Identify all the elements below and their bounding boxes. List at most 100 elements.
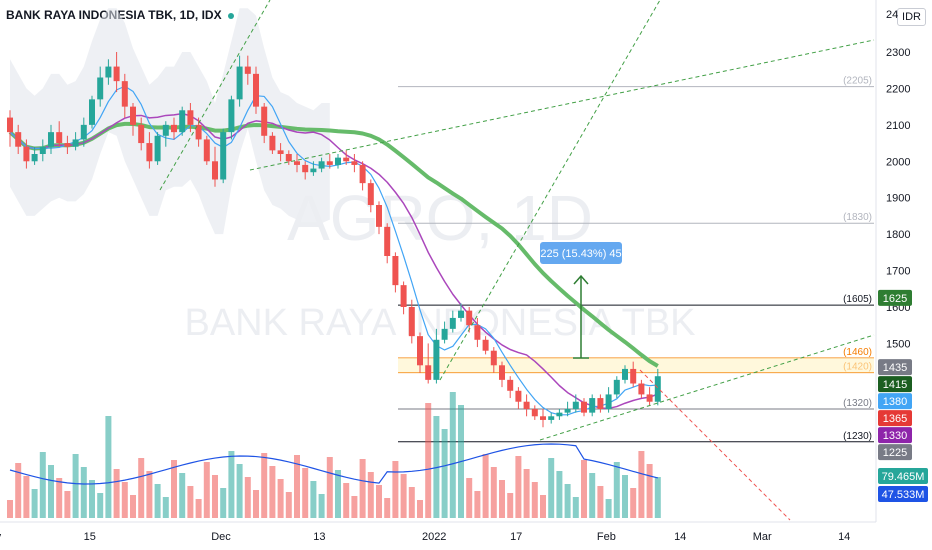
price-tick-label: 1700 [886, 266, 910, 278]
candle-body [97, 77, 104, 100]
candle-body [417, 336, 423, 366]
volume-bar [97, 493, 104, 518]
currency-badge[interactable]: IDR [897, 8, 926, 26]
candle-body [433, 339, 440, 380]
volume-bar [187, 486, 194, 518]
ma-long-line [8, 121, 659, 368]
candle [171, 117, 177, 140]
candle-body [654, 376, 661, 402]
candle [318, 157, 325, 173]
candle [474, 317, 481, 348]
candle-body [318, 161, 325, 169]
level-label: (1830) [843, 212, 872, 223]
candle-body [326, 161, 333, 165]
volume-bar [433, 416, 440, 518]
volume-bar [605, 499, 612, 518]
candle-body [597, 398, 604, 409]
volume-tag-label: 79.465M [882, 471, 925, 483]
candle [212, 146, 218, 187]
volume-bar [72, 454, 79, 518]
candle [589, 394, 596, 417]
volume-bar [581, 460, 587, 518]
bollinger-band [10, 8, 330, 235]
volume-bar [48, 465, 54, 518]
candle [515, 387, 522, 409]
candle [154, 132, 161, 165]
candle [56, 121, 63, 147]
volume-bar [589, 473, 596, 518]
volume-bar [499, 480, 505, 518]
candle [408, 299, 415, 344]
candle [244, 55, 251, 85]
candle [449, 310, 456, 333]
candle [482, 336, 489, 355]
candle-body [540, 416, 546, 420]
candle-body [507, 379, 514, 391]
candle [540, 409, 546, 428]
volume-bar [179, 473, 186, 518]
volume-bar [597, 486, 604, 518]
candle [581, 398, 587, 417]
candle [269, 132, 276, 154]
volume-bar [556, 471, 563, 518]
candle [121, 73, 128, 118]
candle [203, 135, 210, 165]
volume-bar [343, 483, 350, 518]
candle-body [130, 106, 136, 125]
annotations: 225 (15.43%) 45 [159, 0, 875, 521]
candle [367, 179, 374, 213]
volume-bar [277, 479, 284, 518]
candle-body [589, 398, 596, 413]
volume-bar [490, 467, 497, 518]
candle [64, 135, 71, 154]
candle-body [31, 154, 38, 162]
candle [441, 321, 448, 344]
candle-body [80, 124, 87, 140]
price-tag [878, 289, 912, 306]
trend-line [159, 0, 271, 191]
candle [113, 52, 120, 93]
candle [48, 124, 54, 154]
volume-tag [878, 468, 928, 484]
volume-bar [162, 497, 169, 518]
candle [285, 150, 292, 165]
candle-body [359, 164, 366, 184]
watermark-symbol: AGRO, 1D [287, 182, 593, 254]
price-tag-label: 1435 [883, 362, 907, 374]
candle [162, 121, 169, 147]
candle [564, 401, 571, 417]
time-tick-label: 17 [510, 531, 522, 543]
time-tick-label: Mar [753, 531, 772, 543]
candle-body [630, 368, 637, 384]
candle-body [15, 132, 22, 147]
volume-bar [31, 489, 38, 518]
candle-body [220, 132, 227, 180]
candle [228, 95, 235, 140]
background-layer [10, 8, 330, 235]
candle [556, 409, 563, 420]
candle [359, 161, 366, 191]
candle [89, 95, 95, 129]
candle-body [195, 124, 202, 140]
trend-line [249, 39, 875, 171]
support-zone [398, 358, 874, 373]
candle-body [261, 106, 268, 136]
candle-body [121, 81, 128, 107]
candle [613, 376, 620, 399]
volume-bar [482, 454, 489, 518]
time-tick-label: 13 [313, 531, 325, 543]
volume-bar [441, 429, 448, 518]
volume-bar [203, 462, 210, 518]
time-tick-label: 14 [838, 531, 850, 543]
candle [310, 161, 317, 176]
candle [97, 66, 104, 107]
candle-body [39, 146, 46, 154]
candle-body [466, 310, 473, 326]
time-axis: Nov 15 Dec 13 2022 17 Feb 14 Mar 14 [0, 521, 876, 543]
volume-bar [326, 457, 333, 518]
candle-body [228, 99, 235, 133]
candle-body [72, 139, 79, 147]
candle-body [531, 409, 538, 417]
candle-body [384, 226, 391, 256]
